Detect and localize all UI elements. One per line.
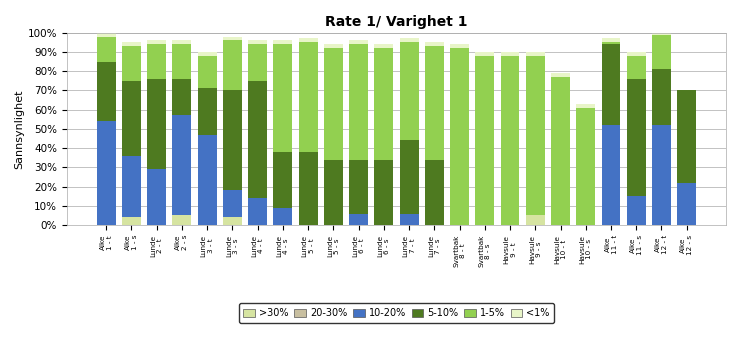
Bar	[425, 46, 444, 160]
Bar	[652, 125, 671, 225]
Bar	[602, 125, 620, 225]
Bar	[349, 40, 368, 44]
Bar	[652, 34, 671, 69]
Bar	[349, 44, 368, 160]
Bar	[677, 90, 697, 183]
Bar	[122, 46, 141, 81]
Bar	[324, 44, 343, 48]
Bar	[173, 40, 191, 44]
Bar	[374, 48, 393, 160]
Bar	[147, 44, 166, 79]
Bar	[299, 152, 318, 225]
Bar	[374, 160, 393, 225]
Bar	[576, 104, 595, 108]
Bar	[526, 52, 545, 56]
Bar	[173, 44, 191, 79]
Bar	[198, 52, 216, 56]
Bar	[173, 79, 191, 115]
Bar	[198, 135, 216, 225]
Bar	[627, 79, 645, 196]
Bar	[602, 44, 620, 125]
Bar	[526, 216, 545, 225]
Bar	[248, 198, 267, 225]
Bar	[324, 48, 343, 160]
Bar	[399, 38, 419, 42]
Bar	[450, 48, 469, 225]
Bar	[374, 44, 393, 48]
Bar	[273, 208, 292, 225]
Bar	[399, 140, 419, 213]
Bar	[652, 69, 671, 125]
Bar	[248, 40, 267, 44]
Bar	[299, 42, 318, 152]
Bar	[627, 56, 645, 79]
Bar	[223, 90, 242, 191]
Bar	[349, 213, 368, 225]
Bar	[223, 40, 242, 90]
Bar	[96, 61, 116, 121]
Bar	[349, 160, 368, 213]
Bar	[122, 156, 141, 217]
Bar	[173, 216, 191, 225]
Bar	[425, 160, 444, 225]
Bar	[122, 42, 141, 46]
Bar	[273, 40, 292, 44]
Bar	[147, 169, 166, 225]
Bar	[122, 217, 141, 225]
Bar	[602, 42, 620, 44]
Bar	[96, 37, 116, 61]
Bar	[526, 56, 545, 216]
Bar	[627, 52, 645, 56]
Bar	[501, 56, 519, 225]
Bar	[147, 79, 166, 169]
Bar	[602, 38, 620, 42]
Bar	[273, 152, 292, 208]
Bar	[299, 38, 318, 42]
Bar	[425, 42, 444, 46]
Bar	[677, 183, 697, 225]
Bar	[223, 37, 242, 40]
Bar	[450, 44, 469, 48]
Y-axis label: Sannsynlighet: Sannsynlighet	[15, 89, 24, 169]
Bar	[198, 56, 216, 89]
Bar	[551, 73, 570, 77]
Bar	[223, 217, 242, 225]
Bar	[96, 33, 116, 37]
Bar	[147, 40, 166, 44]
Bar	[652, 31, 671, 34]
Bar	[198, 89, 216, 135]
Bar	[273, 44, 292, 152]
Bar	[173, 115, 191, 216]
Bar	[475, 52, 494, 56]
Bar	[551, 77, 570, 225]
Bar	[223, 191, 242, 217]
Bar	[96, 121, 116, 225]
Bar	[324, 160, 343, 225]
Bar	[248, 81, 267, 198]
Bar	[399, 42, 419, 140]
Bar	[501, 52, 519, 56]
Bar	[576, 108, 595, 225]
Bar	[248, 44, 267, 81]
Bar	[627, 196, 645, 225]
Bar	[475, 56, 494, 225]
Title: Rate 1/ Varighet 1: Rate 1/ Varighet 1	[325, 15, 468, 29]
Legend: >30%, 20-30%, 10-20%, 5-10%, 1-5%, <1%: >30%, 20-30%, 10-20%, 5-10%, 1-5%, <1%	[239, 303, 554, 323]
Bar	[399, 213, 419, 225]
Bar	[122, 81, 141, 156]
